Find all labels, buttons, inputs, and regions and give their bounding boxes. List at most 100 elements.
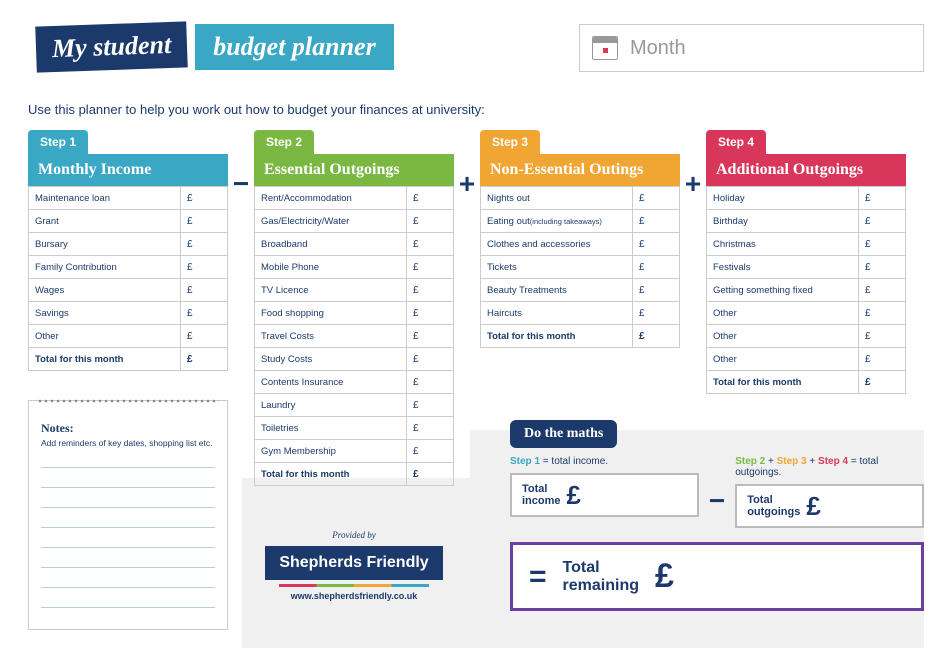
table-row[interactable]: Bursary£ <box>29 232 227 255</box>
step-tab: Step 2 <box>254 130 314 154</box>
row-value[interactable]: £ <box>181 187 227 209</box>
row-value[interactable]: £ <box>407 371 453 393</box>
row-value[interactable]: £ <box>859 302 905 324</box>
table-row[interactable]: Rent/Accommodation£ <box>255 186 453 209</box>
table-row[interactable]: TV Licence£ <box>255 278 453 301</box>
notes-pad[interactable]: Notes: Add reminders of key dates, shopp… <box>28 400 228 630</box>
row-value[interactable]: £ <box>859 348 905 370</box>
row-value[interactable]: £ <box>633 210 679 232</box>
row-label: Holiday <box>707 187 859 209</box>
table-row[interactable]: Beauty Treatments£ <box>481 278 679 301</box>
table-row[interactable]: Eating out (including takeaways)£ <box>481 209 679 232</box>
row-value[interactable]: £ <box>181 233 227 255</box>
note-line[interactable] <box>41 588 215 608</box>
table-row[interactable]: Toiletries£ <box>255 416 453 439</box>
row-value[interactable]: £ <box>859 210 905 232</box>
row-value[interactable]: £ <box>181 302 227 324</box>
total-value[interactable]: £ <box>633 325 679 347</box>
note-line[interactable] <box>41 508 215 528</box>
plus-operator: + <box>454 130 480 200</box>
row-value[interactable]: £ <box>407 348 453 370</box>
row-value[interactable]: £ <box>633 279 679 301</box>
row-value[interactable]: £ <box>633 256 679 278</box>
table-row[interactable]: Nights out£ <box>481 186 679 209</box>
table-row[interactable]: Getting something fixed£ <box>707 278 905 301</box>
row-value[interactable]: £ <box>633 302 679 324</box>
table-row[interactable]: Mobile Phone£ <box>255 255 453 278</box>
row-label: Other <box>707 348 859 370</box>
table-row[interactable]: Other£ <box>29 324 227 347</box>
table-row[interactable]: Clothes and accessories£ <box>481 232 679 255</box>
row-value[interactable]: £ <box>407 394 453 416</box>
table-row[interactable]: Family Contribution£ <box>29 255 227 278</box>
minus-operator: − <box>228 130 254 200</box>
column-header: Monthly Income <box>28 154 228 186</box>
table-row[interactable]: Contents Insurance£ <box>255 370 453 393</box>
month-input-box[interactable]: Month <box>579 24 924 72</box>
table-row[interactable]: Birthday£ <box>707 209 905 232</box>
table-row[interactable]: Travel Costs£ <box>255 324 453 347</box>
total-row: Total for this month£ <box>29 347 227 370</box>
note-line[interactable] <box>41 448 215 468</box>
row-value[interactable]: £ <box>181 210 227 232</box>
table-row[interactable]: Wages£ <box>29 278 227 301</box>
note-line[interactable] <box>41 488 215 508</box>
step-tab: Step 3 <box>480 130 540 154</box>
table-row[interactable]: Other£ <box>707 324 905 347</box>
table-row[interactable]: Festivals£ <box>707 255 905 278</box>
budget-table: Rent/Accommodation£Gas/Electricity/Water… <box>254 186 454 486</box>
table-row[interactable]: Savings£ <box>29 301 227 324</box>
row-value[interactable]: £ <box>407 187 453 209</box>
total-value[interactable]: £ <box>407 463 453 485</box>
note-line[interactable] <box>41 568 215 588</box>
row-value[interactable]: £ <box>859 187 905 209</box>
total-value[interactable]: £ <box>859 371 905 393</box>
table-row[interactable]: Other£ <box>707 301 905 324</box>
budget-table: Nights out£Eating out (including takeawa… <box>480 186 680 348</box>
total-remaining-box[interactable]: = Totalremaining £ <box>510 542 924 611</box>
row-value[interactable]: £ <box>181 325 227 347</box>
row-value[interactable]: £ <box>407 325 453 347</box>
table-row[interactable]: Grant£ <box>29 209 227 232</box>
table-row[interactable]: Tickets£ <box>481 255 679 278</box>
provided-label: Provided by <box>254 530 454 540</box>
note-line[interactable] <box>41 468 215 488</box>
total-value[interactable]: £ <box>181 348 227 370</box>
row-value[interactable]: £ <box>407 302 453 324</box>
row-value[interactable]: £ <box>407 210 453 232</box>
table-row[interactable]: Christmas£ <box>707 232 905 255</box>
note-line[interactable] <box>41 548 215 568</box>
total-income-box[interactable]: Totalincome £ <box>510 473 699 517</box>
note-line[interactable] <box>41 528 215 548</box>
row-value[interactable]: £ <box>407 233 453 255</box>
total-label: Total for this month <box>707 371 859 393</box>
row-value[interactable]: £ <box>407 279 453 301</box>
column-header: Essential Outgoings <box>254 154 454 186</box>
row-value[interactable]: £ <box>859 233 905 255</box>
minus-operator: − <box>705 485 729 517</box>
table-row[interactable]: Maintenance loan£ <box>29 186 227 209</box>
table-row[interactable]: Food shopping£ <box>255 301 453 324</box>
title-part2: budget planner <box>195 24 394 70</box>
row-value[interactable]: £ <box>859 256 905 278</box>
table-row[interactable]: Gym Membership£ <box>255 439 453 462</box>
row-value[interactable]: £ <box>633 187 679 209</box>
row-value[interactable]: £ <box>407 440 453 462</box>
row-value[interactable]: £ <box>859 279 905 301</box>
table-row[interactable]: Haircuts£ <box>481 301 679 324</box>
table-row[interactable]: Holiday£ <box>707 186 905 209</box>
total-outgoings-label: Totaloutgoings <box>747 494 800 518</box>
row-value[interactable]: £ <box>633 233 679 255</box>
pound-icon: £ <box>806 491 820 522</box>
row-value[interactable]: £ <box>407 256 453 278</box>
row-value[interactable]: £ <box>407 417 453 439</box>
table-row[interactable]: Laundry£ <box>255 393 453 416</box>
row-value[interactable]: £ <box>859 325 905 347</box>
row-value[interactable]: £ <box>181 256 227 278</box>
table-row[interactable]: Other£ <box>707 347 905 370</box>
table-row[interactable]: Broadband£ <box>255 232 453 255</box>
table-row[interactable]: Gas/Electricity/Water£ <box>255 209 453 232</box>
table-row[interactable]: Study Costs£ <box>255 347 453 370</box>
total-outgoings-box[interactable]: Totaloutgoings £ <box>735 484 924 528</box>
row-value[interactable]: £ <box>181 279 227 301</box>
